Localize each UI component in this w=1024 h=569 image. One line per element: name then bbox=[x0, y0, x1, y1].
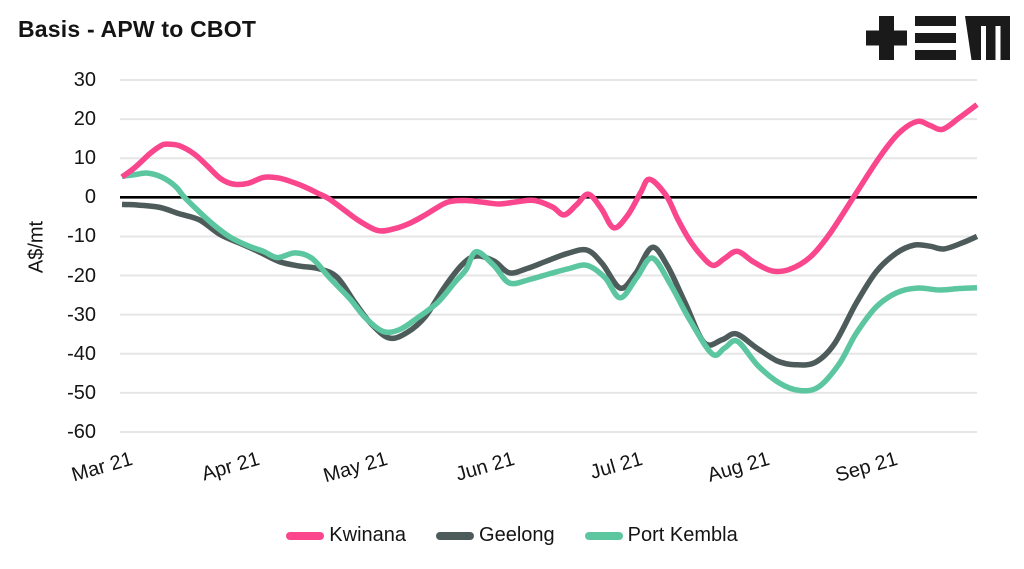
y-tick-label: -60 bbox=[67, 421, 96, 443]
series-lines bbox=[120, 102, 979, 394]
legend: Kwinana Geelong Port Kembla bbox=[0, 524, 1024, 547]
logo-m-icon bbox=[965, 16, 1010, 60]
y-tick-label: 0 bbox=[84, 186, 96, 209]
y-tick-label: 30 bbox=[73, 69, 96, 91]
legend-swatch bbox=[286, 531, 325, 540]
tem-logo bbox=[866, 16, 1010, 60]
series-line-kwinana bbox=[120, 102, 979, 275]
page-title: Basis - APW to CBOT bbox=[18, 16, 257, 42]
legend-swatch bbox=[436, 531, 475, 540]
legend-swatch bbox=[584, 531, 623, 540]
legend-item-kwinana: Kwinana bbox=[286, 524, 406, 547]
y-tick-label: -40 bbox=[67, 342, 96, 365]
series-line-port-kembla bbox=[121, 170, 978, 394]
legend-item-port-kembla: Port Kembla bbox=[584, 524, 738, 547]
legend-item-geelong: Geelong bbox=[436, 524, 555, 547]
y-tick-label: 20 bbox=[73, 108, 96, 131]
y-tick-label: -20 bbox=[67, 264, 96, 287]
y-tick-label: -50 bbox=[67, 381, 96, 404]
series-line-geelong bbox=[121, 201, 979, 368]
logo-triple-bar-icon bbox=[915, 16, 956, 26]
legend-label: Kwinana bbox=[329, 524, 407, 546]
y-axis-title: A$/mt bbox=[25, 220, 48, 274]
legend-label: Port Kembla bbox=[627, 524, 738, 546]
y-tick-label: -10 bbox=[67, 225, 96, 248]
y-tick-label: -30 bbox=[67, 303, 96, 326]
gridlines bbox=[120, 79, 977, 433]
y-tick-label: 10 bbox=[73, 147, 96, 170]
legend-label: Geelong bbox=[479, 524, 555, 546]
